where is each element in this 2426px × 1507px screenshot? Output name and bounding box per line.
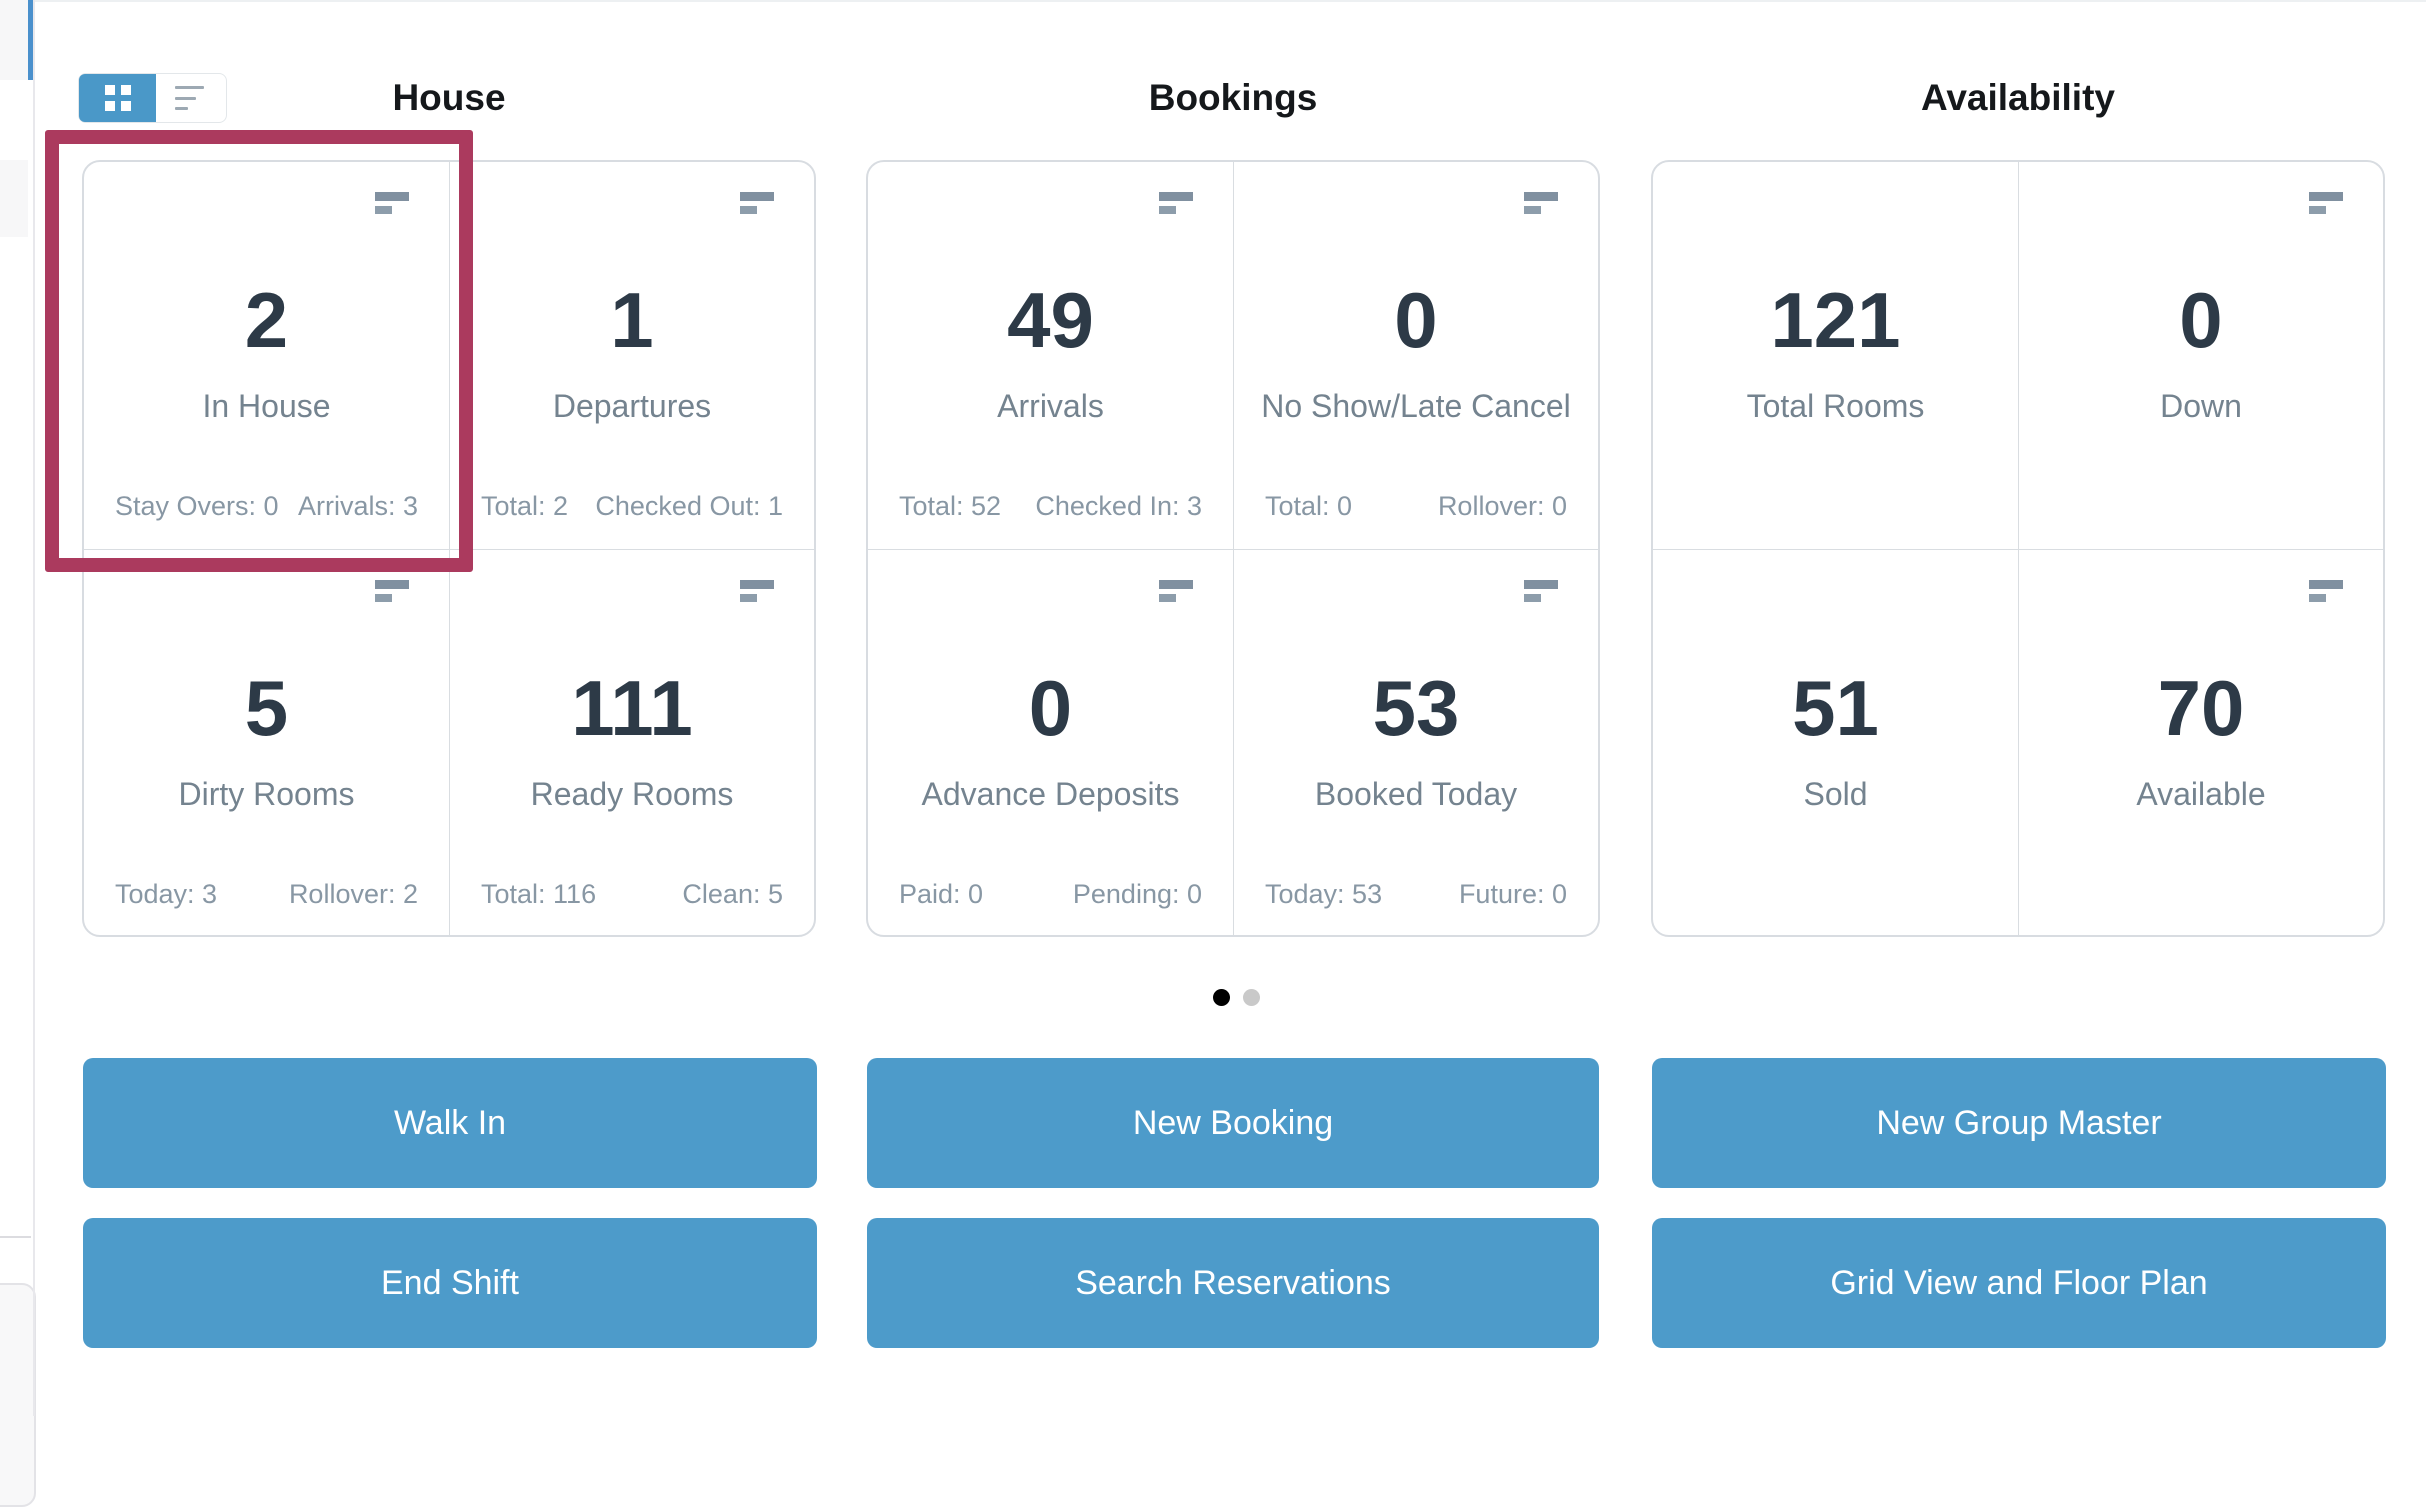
card-label: Sold [1803,775,1868,812]
stat-card-sold[interactable]: 51 Sold [1653,548,2018,936]
card-stat-left: Total: 116 [481,878,597,909]
card-value: 0 [1394,276,1438,364]
card-label: Arrivals [997,388,1104,424]
stat-card-total-rooms[interactable]: 121 Total Rooms [1653,162,2018,549]
availability-card-group: 121 Total Rooms 0 Down 51 Sold 70 Availa… [1651,160,2385,937]
report-icon[interactable] [1524,579,1558,602]
sidebar-item-partial[interactable] [0,160,28,237]
stat-card-in-house[interactable]: 2 In House Stay Overs: 0 Arrivals: 3 [84,162,449,549]
report-icon[interactable] [740,579,774,602]
card-value: 5 [244,663,289,752]
search-reservations-button[interactable]: Search Reservations [867,1218,1599,1348]
card-label: In House [202,388,331,424]
sidebar-divider [0,1236,31,1238]
report-icon[interactable] [740,192,774,214]
stat-card-advance-deposits[interactable]: 0 Advance Deposits Paid: 0 Pending: 0 [868,548,1233,936]
card-stat-left: Total: 52 [899,491,1002,521]
grid-view-icon [104,85,131,111]
report-icon[interactable] [1159,579,1193,602]
top-border [0,0,2426,2]
grid-view-floor-plan-button[interactable]: Grid View and Floor Plan [1652,1218,2386,1348]
card-label: Booked Today [1314,775,1518,812]
carousel-pagination [1213,989,1260,1006]
list-view-icon [175,84,207,112]
card-value: 0 [1028,663,1073,752]
report-icon[interactable] [2309,579,2343,602]
sidebar-border [33,0,35,1416]
report-icon[interactable] [1159,192,1193,214]
section-title-bookings: Bookings [1148,77,1318,118]
card-label: Down [2160,388,2242,424]
new-group-master-button[interactable]: New Group Master [1652,1058,2386,1188]
card-label: Dirty Rooms [178,775,355,812]
pagination-dot-2[interactable] [1243,989,1260,1006]
stat-card-arrivals[interactable]: 49 Arrivals Total: 52 Checked In: 3 [868,162,1233,549]
list-view-button[interactable] [156,74,226,122]
grid-view-button[interactable] [79,74,156,122]
card-value: 121 [1770,276,1901,364]
stat-card-down[interactable]: 0 Down [2018,162,2383,549]
report-icon[interactable] [1524,192,1558,214]
stat-card-ready-rooms[interactable]: 111 Ready Rooms Total: 116 Clean: 5 [449,548,814,935]
view-toggle [78,73,227,123]
card-stat-right: Future: 0 [1458,878,1567,909]
house-card-group: 2 In House Stay Overs: 0 Arrivals: 3 1 D… [82,160,816,937]
card-value: 111 [571,663,693,752]
card-value: 70 [2157,663,2245,752]
card-value: 49 [1007,276,1094,364]
card-stat-right: Rollover: 0 [1437,491,1567,521]
report-icon[interactable] [2309,192,2343,214]
stat-card-available[interactable]: 70 Available [2018,548,2383,935]
report-icon[interactable] [375,192,409,214]
card-stat-left: Today: 3 [115,878,218,909]
card-label: Available [2136,775,2266,812]
walk-in-button[interactable]: Walk In [83,1058,817,1188]
stat-card-dirty-rooms[interactable]: 5 Dirty Rooms Today: 3 Rollover: 2 [84,548,449,936]
highlight-box [45,130,473,572]
card-value: 0 [2179,276,2223,364]
stat-card-no-show[interactable]: 0 No Show/Late Cancel Total: 0 Rollover:… [1233,162,1598,549]
card-stat-left: Paid: 0 [899,878,984,909]
bookings-card-group: 49 Arrivals Total: 52 Checked In: 3 0 No… [866,160,1600,937]
card-value: 2 [244,276,289,364]
sidebar-item-partial[interactable] [0,0,28,80]
card-stat-left: Today: 53 [1265,878,1383,909]
card-stat-right: Rollover: 2 [288,878,418,909]
card-label: No Show/Late Cancel [1261,388,1571,424]
card-value: 53 [1372,663,1460,752]
card-label: Ready Rooms [530,775,734,812]
card-stat-left: Total: 2 [481,491,569,521]
pagination-dot-1[interactable] [1213,989,1230,1006]
card-stat-right: Arrivals: 3 [297,491,418,521]
card-label: Departures [552,388,712,424]
card-label: Total Rooms [1746,388,1925,424]
card-stat-right: Checked In: 3 [1035,491,1202,521]
card-stat-right: Checked Out: 1 [595,491,783,521]
card-stat-left: Total: 0 [1265,491,1353,521]
card-value: 1 [610,276,654,364]
card-value: 51 [1792,663,1879,752]
card-stat-left: Stay Overs: 0 [115,491,279,521]
card-stat-right: Pending: 0 [1072,878,1202,909]
sidebar-bottom-panel[interactable] [0,1283,36,1507]
stat-card-booked-today[interactable]: 53 Booked Today Today: 53 Future: 0 [1233,548,1598,935]
section-title-house: House [392,77,506,118]
end-shift-button[interactable]: End Shift [83,1218,817,1348]
card-label: Advance Deposits [921,775,1180,812]
section-title-availability: Availability [1921,77,2115,118]
report-icon[interactable] [375,579,409,602]
card-stat-right: Clean: 5 [682,878,783,909]
stat-card-departures[interactable]: 1 Departures Total: 2 Checked Out: 1 [449,162,814,549]
new-booking-button[interactable]: New Booking [867,1058,1599,1188]
sidebar-active-indicator [28,0,34,80]
